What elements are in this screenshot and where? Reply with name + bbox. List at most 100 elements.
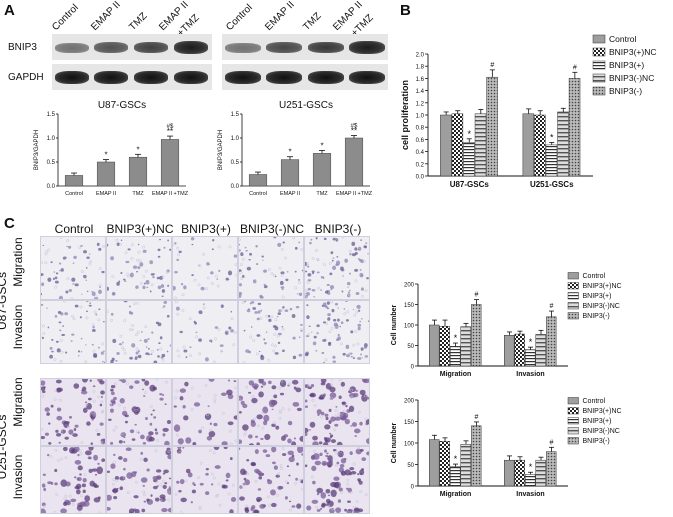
panel-b-letter: B (400, 2, 411, 19)
bar (525, 349, 536, 367)
proliferation-chart: cell proliferation 0.0 0.2 0.4 0.6 0.8 1.0 1.2 1… (400, 34, 656, 189)
blot-col-label: TMZ (301, 10, 324, 34)
u87-cellnumber-chart: Cell number 0 50 100 150 200 * # Migration * # Inva… (391, 272, 622, 378)
micrograph-cells (41, 379, 105, 445)
y-tick-label: 100 (404, 324, 415, 330)
x-tick-label: U87-GSCs (450, 180, 490, 189)
bar (440, 114, 452, 177)
micrograph-u251-migration-3 (238, 378, 304, 446)
significance-mark: * (529, 337, 533, 347)
bar (344, 137, 364, 187)
legend-swatch (567, 427, 579, 435)
chart-title: U87-GSCs (98, 100, 146, 111)
legend-label: BNIP3(-) (583, 438, 610, 445)
y-tick-label: 1.2 (416, 101, 425, 107)
y-axis-label: cell proliferation (400, 80, 410, 150)
micrograph-cells (41, 447, 105, 513)
micrograph-col-label: BNIP3(-) (314, 222, 362, 236)
panel-c-letter: C (4, 215, 15, 232)
bar (463, 142, 475, 177)
significance-mark: # (475, 414, 479, 421)
bar (460, 444, 471, 487)
bar (534, 114, 546, 177)
micrograph-cells (239, 237, 303, 299)
legend-label: BNIP3(+) (583, 293, 612, 300)
legend-label: BNIP3(-)NC (583, 303, 620, 310)
bar (546, 451, 557, 487)
x-tick-label: Control (249, 191, 267, 197)
y-tick-label: 1.8 (416, 65, 425, 71)
legend-swatch (567, 397, 579, 405)
micrograph-u251-invasion-3 (238, 446, 304, 514)
legend-swatch (592, 86, 606, 96)
y-tick-label: 1.4 (416, 89, 425, 95)
y-axis-label: Cell number (391, 304, 398, 345)
bar (535, 334, 546, 367)
u251-bnip3-chart: U251-GSCs BNIP3/GAPDH 0.0 0.5 1.0 1.5 Control *… (218, 100, 373, 197)
significance-mark: * (288, 148, 291, 157)
micrograph-cells (305, 301, 369, 363)
x-tick-label: EMAP II (280, 191, 301, 197)
bar (96, 161, 116, 187)
legend-swatch (592, 60, 606, 70)
micrograph-u87-migration-2 (172, 236, 238, 300)
bar (429, 439, 440, 487)
y-tick-label: 1.5 (231, 112, 240, 118)
u251-cellnumber-chart: Cell number 0 50 100 150 200 * # Migration * # Inva… (391, 397, 622, 498)
chart-title: U251-GSCs (279, 100, 333, 111)
u87-bnip3-chart: U87-GSCs BNIP3/GAPDH 0.0 0.5 1.0 1.5 Control * E… (34, 100, 189, 197)
legend-label: BNIP3(-) (609, 86, 642, 96)
significance-mark: # (490, 62, 494, 69)
legend-label: BNIP3(-)NC (583, 428, 620, 435)
blot-u251-gapdh (222, 64, 388, 90)
y-tick-label: 0.4 (416, 150, 425, 156)
legend-swatch (567, 417, 579, 425)
y-tick-label: 0 (411, 485, 415, 491)
legend-label: BNIP3(+)NC (583, 283, 622, 290)
bar (535, 459, 546, 487)
micrograph-u251-invasion-1 (106, 446, 172, 514)
bar (280, 159, 300, 187)
bar (439, 441, 450, 487)
y-axis-label: BNIP3/GAPDH (34, 130, 40, 170)
bar (504, 335, 515, 367)
y-tick-label: 100 (404, 442, 415, 448)
legend-label: BNIP3(+) (583, 418, 612, 425)
significance-mark: #$ (351, 124, 358, 130)
x-tick-label: EMAP II (96, 191, 117, 197)
bar (514, 333, 525, 367)
row-label-wrap: U87-GSCs (0, 272, 42, 330)
legend-label: BNIP3(-) (583, 313, 610, 320)
significance-mark: ** (351, 127, 357, 136)
significance-mark: * (467, 129, 471, 139)
blot-row-label-bnip3: BNIP3 (8, 42, 37, 53)
micrograph-u251-migration-0 (40, 378, 106, 446)
micrograph-cells (241, 301, 303, 363)
legend-label: BNIP3(+)NC (583, 408, 622, 415)
significance-mark: # (550, 303, 554, 310)
micrograph-col-label: BNIP3(+) (181, 222, 231, 236)
y-tick-label: 1.5 (47, 112, 56, 118)
bar (450, 346, 461, 367)
blot-u87-gapdh (52, 64, 212, 90)
bar (460, 326, 471, 367)
significance-mark: * (454, 454, 458, 464)
y-tick-label: 1.0 (416, 114, 425, 120)
bar (474, 113, 487, 177)
x-tick-label: Invasion (516, 371, 544, 378)
micrograph-cells (305, 379, 369, 445)
blot-col-label: EMAP II (263, 0, 297, 33)
y-tick-label: 1.6 (416, 77, 425, 83)
micrograph-col-label: Control (54, 222, 94, 236)
significance-mark: # (550, 439, 554, 446)
x-tick-label: EMAP II +TMZ (336, 191, 373, 197)
micrograph-u87-migration-1 (106, 236, 172, 300)
x-tick-label: Control (65, 191, 83, 197)
y-tick-label: 0.0 (47, 184, 56, 190)
micrograph-cells (305, 447, 369, 513)
y-tick-label: 0.8 (416, 126, 425, 132)
legend-label: Control (609, 34, 637, 44)
group-label-u87: U87-GSCs (0, 272, 9, 331)
blot-col-label: Control (224, 2, 255, 34)
legend-swatch (567, 407, 579, 415)
